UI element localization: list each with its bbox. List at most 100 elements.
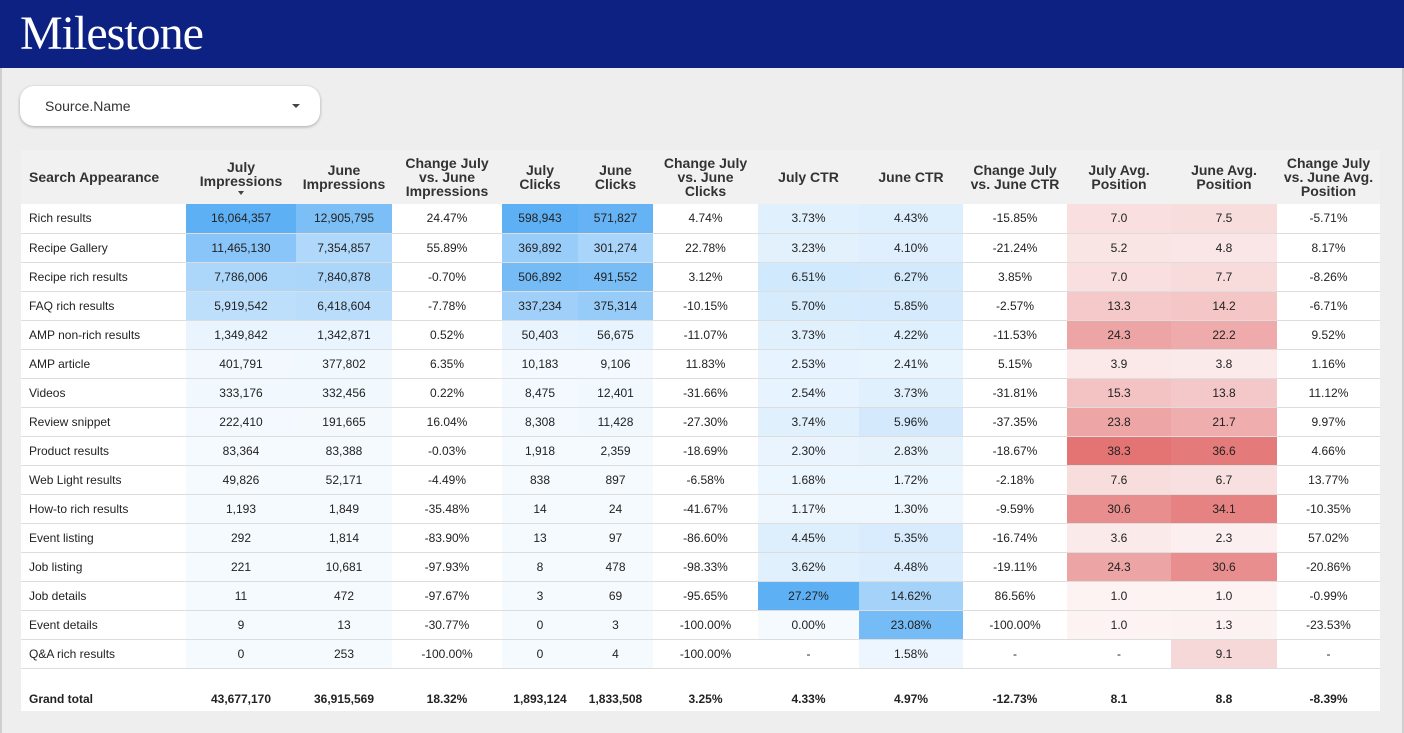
table-cell: 7.0 bbox=[1067, 262, 1171, 292]
table-cell: 292 bbox=[186, 523, 296, 553]
row-label: AMP article bbox=[21, 349, 186, 379]
table-cell: 34.1 bbox=[1171, 494, 1277, 524]
table-cell: 2.54% bbox=[758, 378, 859, 408]
table-cell: 7,840,878 bbox=[296, 262, 392, 292]
column-header[interactable]: July Impressions bbox=[186, 150, 296, 204]
table-cell: 1.0 bbox=[1067, 581, 1171, 611]
chevron-down-icon bbox=[292, 104, 300, 108]
source-name-filter-dropdown[interactable]: Source.Name bbox=[20, 86, 320, 126]
table-cell: -8.26% bbox=[1277, 262, 1380, 292]
column-header-label: Search Appearance bbox=[29, 169, 160, 185]
table-cell: 3.62% bbox=[758, 552, 859, 582]
table-cell: 5.2 bbox=[1067, 233, 1171, 263]
row-label: Product results bbox=[21, 436, 186, 466]
table-cell: 86.56% bbox=[963, 581, 1067, 611]
table-cell: 337,234 bbox=[502, 291, 578, 321]
table-cell: 2.53% bbox=[758, 349, 859, 379]
table-cell: 9,106 bbox=[578, 349, 653, 379]
table-cell: 27.27% bbox=[758, 581, 859, 611]
column-header[interactable]: June Impressions bbox=[296, 150, 392, 204]
table-cell: -0.03% bbox=[392, 436, 502, 466]
table-cell: 83,388 bbox=[296, 436, 392, 466]
table-row: Web Light results 49,826 52,171 -4.49% 838 89… bbox=[21, 465, 1380, 495]
table-cell: - bbox=[963, 639, 1067, 669]
table-cell: 10,183 bbox=[502, 349, 578, 379]
table-cell: -37.35% bbox=[963, 407, 1067, 437]
table-cell: 3.85% bbox=[963, 262, 1067, 292]
column-header[interactable]: July Avg. Position bbox=[1067, 150, 1171, 204]
spacer-cell bbox=[21, 668, 1380, 686]
table-cell: 0.52% bbox=[392, 320, 502, 350]
table-cell: 7.5 bbox=[1171, 204, 1277, 234]
app-header: Milestone bbox=[0, 0, 1404, 68]
table-cell: 8,475 bbox=[502, 378, 578, 408]
table-cell: 6.27% bbox=[859, 262, 963, 292]
table-cell: 69 bbox=[578, 581, 653, 611]
column-header-label: Change July vs. June Impressions bbox=[405, 155, 489, 199]
table-cell: -10.35% bbox=[1277, 494, 1380, 524]
table-row: Review snippet 222,410 191,665 16.04% 8,308 1… bbox=[21, 407, 1380, 437]
table-cell: 1,849 bbox=[296, 494, 392, 524]
column-header[interactable]: July Clicks bbox=[502, 150, 578, 204]
table-cell: -20.86% bbox=[1277, 552, 1380, 582]
table-cell: 3 bbox=[502, 581, 578, 611]
row-label: Videos bbox=[21, 378, 186, 408]
table-cell: 1,349,842 bbox=[186, 320, 296, 350]
table-cell: 4.22% bbox=[859, 320, 963, 350]
table-cell: 377,802 bbox=[296, 349, 392, 379]
column-header-label: June CTR bbox=[878, 169, 944, 185]
table-cell: 11.12% bbox=[1277, 378, 1380, 408]
table-cell: -100.00% bbox=[963, 610, 1067, 640]
column-header[interactable]: July CTR bbox=[758, 150, 859, 204]
table-cell: 13 bbox=[296, 610, 392, 640]
table-cell: -16.74% bbox=[963, 523, 1067, 553]
table-cell: 3.74% bbox=[758, 407, 859, 437]
column-header[interactable]: Search Appearance bbox=[21, 150, 186, 204]
table-cell: -97.93% bbox=[392, 552, 502, 582]
table-cell: 838 bbox=[502, 465, 578, 495]
table-row: Event details 9 13 -30.77% 0 3 -100.00% 0.00% 23… bbox=[21, 610, 1380, 640]
table-cell: 1.17% bbox=[758, 494, 859, 524]
table-cell: 1.16% bbox=[1277, 349, 1380, 379]
table-cell: 0.00% bbox=[758, 610, 859, 640]
row-label: Rich results bbox=[21, 204, 186, 234]
table-cell: -6.58% bbox=[653, 465, 758, 495]
table-cell: -86.60% bbox=[653, 523, 758, 553]
table-cell: 52,171 bbox=[296, 465, 392, 495]
table-cell: 3.73% bbox=[758, 320, 859, 350]
column-header[interactable]: June Clicks bbox=[578, 150, 653, 204]
table-cell: 9.97% bbox=[1277, 407, 1380, 437]
column-header-label: July Impressions bbox=[199, 158, 283, 189]
row-label: Event listing bbox=[21, 523, 186, 553]
table-cell: 301,274 bbox=[578, 233, 653, 263]
column-header[interactable]: June CTR bbox=[859, 150, 963, 204]
table-cell: 30.6 bbox=[1067, 494, 1171, 524]
table-cell: 0 bbox=[502, 639, 578, 669]
row-label: Job details bbox=[21, 581, 186, 611]
table-cell: 15.3 bbox=[1067, 378, 1171, 408]
table-row: Event listing 292 1,814 -83.90% 13 97 -86.60% 4… bbox=[21, 523, 1380, 553]
table-cell: -31.81% bbox=[963, 378, 1067, 408]
table-cell: -5.71% bbox=[1277, 204, 1380, 234]
column-header[interactable]: Change July vs. June CTR bbox=[963, 150, 1067, 204]
table-cell: -7.78% bbox=[392, 291, 502, 321]
table-cell: 3.23% bbox=[758, 233, 859, 263]
table-cell: -21.24% bbox=[963, 233, 1067, 263]
table-cell: 1.72% bbox=[859, 465, 963, 495]
column-header[interactable]: June Avg. Position bbox=[1171, 150, 1277, 204]
table-cell: -41.67% bbox=[653, 494, 758, 524]
table-cell: 4.8 bbox=[1171, 233, 1277, 263]
table-cell: 897 bbox=[578, 465, 653, 495]
table-cell: 2.41% bbox=[859, 349, 963, 379]
table-cell: 14 bbox=[502, 494, 578, 524]
sort-descending-icon[interactable] bbox=[238, 190, 244, 195]
table-cell: 506,892 bbox=[502, 262, 578, 292]
column-header[interactable]: Change July vs. June Clicks bbox=[653, 150, 758, 204]
table-cell: 4.48% bbox=[859, 552, 963, 582]
table-cell: 11 bbox=[186, 581, 296, 611]
table-cell: 3.73% bbox=[859, 378, 963, 408]
table-cell: - bbox=[758, 639, 859, 669]
column-header[interactable]: Change July vs. June Avg. Position bbox=[1277, 150, 1380, 204]
table-cell: 13.8 bbox=[1171, 378, 1277, 408]
column-header[interactable]: Change July vs. June Impressions bbox=[392, 150, 502, 204]
